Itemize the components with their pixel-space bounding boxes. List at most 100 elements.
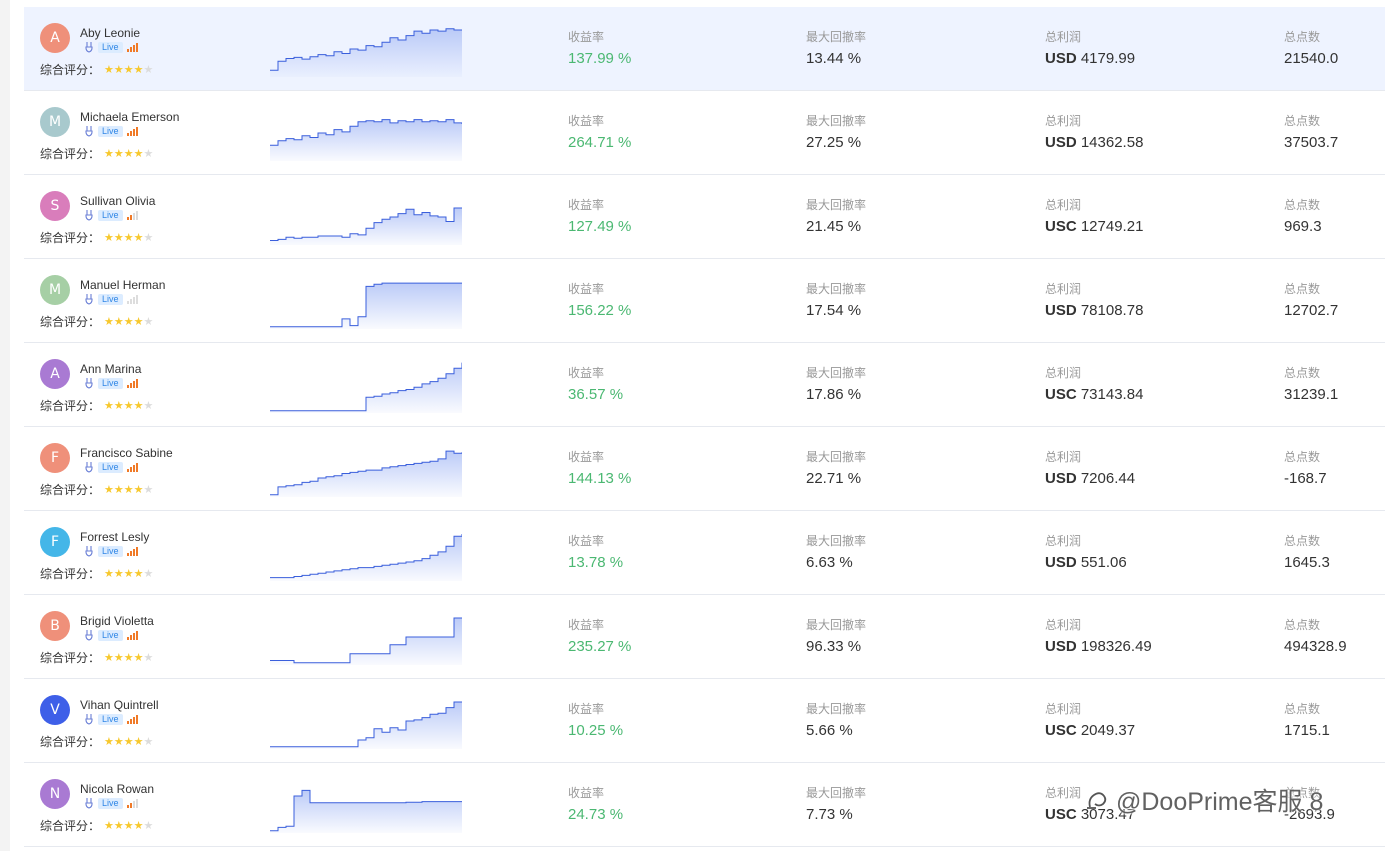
live-badge: Live [98,293,123,305]
star-rating: ★ ★ ★ ★ ★ [104,652,153,664]
total-profit-label: 总利润 [1045,702,1082,716]
return-rate-label: 收益率 [568,450,605,464]
avatar: N [40,779,70,809]
max-drawdown-value: 7.73 % [806,806,853,823]
equity-sparkline[interactable] [270,777,462,833]
total-profit-value: USC 2049.37 [1045,722,1135,740]
equity-sparkline[interactable] [270,21,462,77]
trader-row[interactable]: F Forrest Lesly Live 综合评分： ★ ★ [24,511,1385,595]
total-points-cell: 总点数 37503.7 [1284,114,1338,152]
star-icon: ★ [143,483,154,496]
total-points-cell: 总点数 1715.1 [1284,702,1330,740]
trader-name[interactable]: Ann Marina [80,362,142,376]
max-drawdown-cell: 最大回撤率 96.33 % [806,618,866,656]
profit-amount: 4179.99 [1080,50,1136,67]
star-icon: ★ [113,651,124,664]
rating-label: 综合评分： [40,315,101,329]
star-icon: ★ [113,147,124,160]
equity-sparkline[interactable] [270,441,462,497]
signal-strength-icon [126,714,138,724]
star-icon: ★ [133,819,144,832]
star-icon: ★ [113,399,124,412]
trader-name[interactable]: Manuel Herman [80,278,166,292]
max-drawdown-value: 13.44 % [806,50,862,67]
star-rating: ★ ★ ★ ★ ★ [104,820,153,832]
return-rate-cell: 收益率 137.99 % [568,30,631,68]
trader-row[interactable]: S Sullivan Olivia Live 综合评分： ★ ★ [24,175,1385,259]
return-rate-label: 收益率 [568,114,605,128]
trader-row[interactable]: B Brigid Violetta Live 综合评分： ★ ★ [24,595,1385,679]
trader-name[interactable]: Francisco Sabine [80,446,173,460]
avatar: F [40,527,70,557]
sparkline-line [270,701,462,748]
star-icon: ★ [104,231,114,244]
person-icon [85,210,93,221]
star-icon: ★ [113,735,124,748]
sparkline-line [270,207,462,241]
rating-label: 综合评分： [40,231,101,245]
profit-amount: 14362.58 [1080,134,1144,151]
trader-row[interactable]: V Vihan Quintrell Live 综合评分： ★ ★ [24,679,1385,763]
return-rate-label: 收益率 [568,786,605,800]
total-points-cell: 总点数 494328.9 [1284,618,1347,656]
equity-sparkline[interactable] [270,357,462,413]
total-points-label: 总点数 [1284,114,1321,128]
max-drawdown-value: 17.86 % [806,386,862,403]
profit-amount: 3073.47 [1080,806,1136,823]
total-profit-cell: 总利润 USD 78108.78 [1045,282,1143,320]
trader-name[interactable]: Brigid Violetta [80,614,154,628]
return-rate-label: 收益率 [568,366,605,380]
equity-sparkline[interactable] [270,609,462,665]
account-badges: Live [84,545,138,557]
trader-name[interactable]: Forrest Lesly [80,530,150,544]
overall-rating: 综合评分： ★ ★ ★ ★ ★ [40,481,153,498]
star-icon: ★ [104,315,114,328]
trader-name[interactable]: Vihan Quintrell [80,698,159,712]
avatar: S [40,191,70,221]
total-points-label: 总点数 [1284,618,1321,632]
trader-name[interactable]: Michaela Emerson [80,110,180,124]
total-profit-value: USC 12749.21 [1045,218,1143,236]
trader-name[interactable]: Aby Leonie [80,26,141,40]
total-profit-label: 总利润 [1045,366,1082,380]
avatar: F [40,443,70,473]
return-rate-cell: 收益率 36.57 % [568,366,623,404]
star-icon: ★ [133,231,144,244]
avatar: B [40,611,70,641]
total-profit-cell: 总利润 USC 12749.21 [1045,198,1143,236]
account-badges: Live [84,377,138,389]
total-points-cell: 总点数 969.3 [1284,198,1322,236]
live-badge: Live [98,629,123,641]
trader-row[interactable]: M Michaela Emerson Live 综合评分： ★ ★ [24,91,1385,175]
max-drawdown-cell: 最大回撤率 7.73 % [806,786,866,824]
sparkline-area [270,451,462,497]
trader-row[interactable]: M Manuel Herman Live 综合评分： ★ ★ [24,259,1385,343]
total-profit-value: USD 14362.58 [1045,134,1143,152]
equity-sparkline[interactable] [270,273,462,329]
equity-sparkline[interactable] [270,525,462,581]
sparkline-line [270,617,462,664]
star-icon: ★ [123,567,134,580]
total-points-label: 总点数 [1284,534,1321,548]
sparkline-line [270,282,462,328]
trader-row[interactable]: A Aby Leonie Live 综合评分： ★ ★ [24,7,1385,91]
star-icon: ★ [123,651,134,664]
avatar: A [40,23,70,53]
person-icon [85,126,93,137]
currency-code: USD [1045,302,1077,319]
trader-row[interactable]: A Ann Marina Live 综合评分： ★ ★ [24,343,1385,427]
star-icon: ★ [133,399,144,412]
star-icon: ★ [123,735,134,748]
equity-sparkline[interactable] [270,693,462,749]
return-rate-label: 收益率 [568,198,605,212]
trader-name[interactable]: Sullivan Olivia [80,194,156,208]
star-icon: ★ [104,63,114,76]
trader-row[interactable]: N Nicola Rowan Live 综合评分： ★ ★ [24,763,1385,847]
equity-sparkline[interactable] [270,189,462,245]
trader-row[interactable]: F Francisco Sabine Live 综合评分： ★ ★ [24,427,1385,511]
profit-amount: 12749.21 [1080,218,1144,235]
account-badges: Live [84,209,138,221]
total-points-value: 1645.3 [1284,554,1330,571]
trader-name[interactable]: Nicola Rowan [80,782,155,796]
equity-sparkline[interactable] [270,105,462,161]
